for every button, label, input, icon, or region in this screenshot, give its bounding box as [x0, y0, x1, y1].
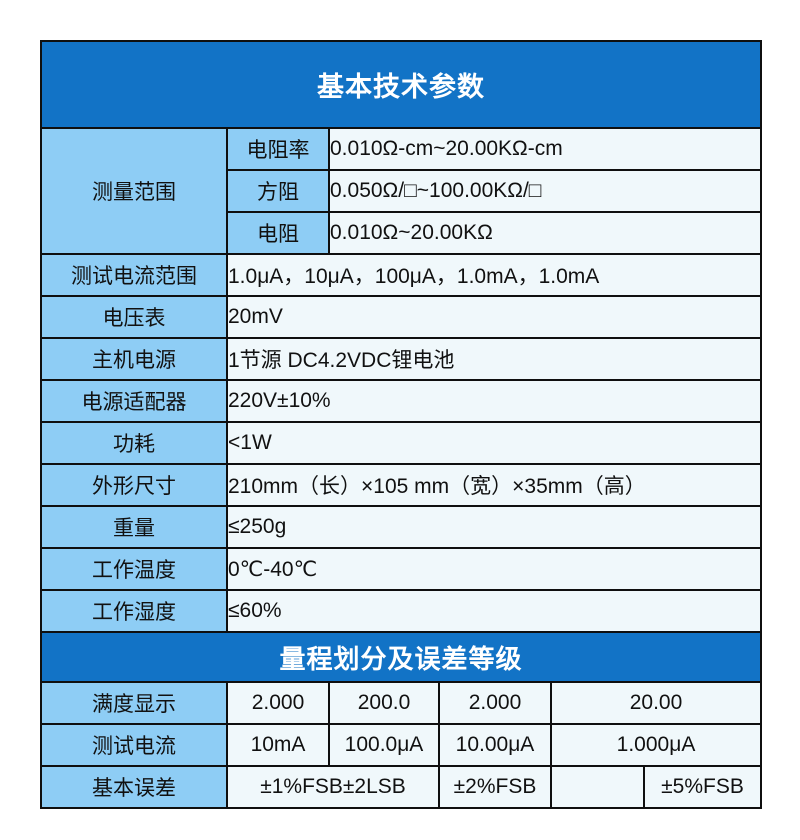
basic-error-value-2: ±2%FSB: [438, 765, 552, 809]
row-label-test-current-range: 测试电流范围: [40, 253, 228, 297]
specification-table: 基本技术参数 测量范围 电阻率 0.010Ω-cm~20.00KΩ-cm 方阻 …: [39, 40, 763, 809]
section-title-basic-specs: 基本技术参数: [39, 40, 763, 129]
table-row: 电压表 20mV: [40, 295, 763, 339]
value-resistance-range: 0.010Ω~20.00KΩ: [327, 211, 763, 255]
section-banner-row: 量程划分及误差等级: [39, 631, 763, 683]
value-operating-humidity: ≤60%: [225, 589, 763, 633]
table-row: 测量范围 电阻率 0.010Ω-cm~20.00KΩ-cm: [40, 127, 763, 255]
row-label-power-adapter: 电源适配器: [40, 379, 228, 423]
table-row: 基本误差 ±1%FSB±2LSB ±2%FSB ±5%FSB: [40, 765, 763, 809]
section-banner-row: 基本技术参数: [39, 40, 763, 129]
value-dimensions: 210mm（长）×105 mm（宽）×35mm（高）: [225, 463, 763, 507]
table-row: 电阻 0.010Ω~20.00KΩ: [41, 211, 763, 255]
row-label-test-current: 测试电流: [40, 723, 228, 767]
value-operating-temperature: 0℃-40℃: [225, 547, 763, 591]
table-row: 方阻 0.050Ω/□~100.00KΩ/□: [41, 169, 763, 213]
sub-label-sheet-resistance: 方阻: [226, 169, 330, 213]
row-label-full-scale-display: 满度显示: [40, 681, 228, 725]
table-row: 功耗 <1W: [40, 421, 763, 465]
row-label-operating-humidity: 工作湿度: [40, 589, 228, 633]
row-label-host-power: 主机电源: [40, 337, 228, 381]
value-power-adapter: 220V±10%: [225, 379, 763, 423]
table-row: 重量 ≤250g: [40, 505, 763, 549]
value-sheet-resistance-range: 0.050Ω/□~100.00KΩ/□: [327, 169, 763, 213]
test-current-value-2: 100.0μA: [328, 723, 440, 767]
table-row: 电源适配器 220V±10%: [40, 379, 763, 423]
basic-error-value-1: ±1%FSB±2LSB: [226, 765, 440, 809]
row-label-basic-error: 基本误差: [40, 765, 228, 809]
row-label-operating-temperature: 工作温度: [40, 547, 228, 591]
spec-sheet: 基本技术参数 测量范围 电阻率 0.010Ω-cm~20.00KΩ-cm 方阻 …: [39, 40, 763, 809]
row-label-weight: 重量: [40, 505, 228, 549]
value-weight: ≤250g: [225, 505, 763, 549]
row-label-dimensions: 外形尺寸: [40, 463, 228, 507]
full-scale-value-2: 200.0: [328, 681, 440, 725]
basic-error-value-4: ±5%FSB: [642, 765, 763, 809]
row-label-measurement-range: 测量范围: [40, 127, 228, 255]
test-current-value-1: 10mA: [226, 723, 330, 767]
section-title-range-and-error: 量程划分及误差等级: [39, 631, 763, 683]
value-power-consumption: <1W: [225, 421, 763, 465]
full-scale-value-3: 2.000: [438, 681, 552, 725]
table-row: 主机电源 1节源 DC4.2VDC锂电池: [40, 337, 763, 381]
value-host-power: 1节源 DC4.2VDC锂电池: [225, 337, 763, 381]
test-current-value-4: 1.000μA: [549, 723, 763, 767]
test-current-value-3: 10.00μA: [438, 723, 552, 767]
table-row: 工作温度 0℃-40℃: [40, 547, 763, 591]
row-label-voltmeter: 电压表: [40, 295, 228, 339]
table-row: 测试电流范围 1.0μA，10μA，100μA，1.0mA，1.0mA: [40, 253, 763, 297]
full-scale-value-1: 2.000: [226, 681, 330, 725]
row-label-power-consumption: 功耗: [40, 421, 228, 465]
sub-label-resistivity: 电阻率: [226, 127, 330, 171]
sub-label-resistance: 电阻: [226, 211, 330, 255]
table-row: 测试电流 10mA 100.0μA 10.00μA 1.000μA: [40, 723, 763, 767]
table-row: 工作湿度 ≤60%: [40, 589, 763, 633]
table-row: 外形尺寸 210mm（长）×105 mm（宽）×35mm（高）: [40, 463, 763, 507]
full-scale-value-4: 20.00: [549, 681, 763, 725]
table-row: 满度显示 2.000 200.0 2.000 20.00: [40, 681, 763, 725]
basic-error-value-3: [550, 765, 645, 809]
value-resistivity-range: 0.010Ω-cm~20.00KΩ-cm: [327, 127, 763, 171]
value-test-current-range: 1.0μA，10μA，100μA，1.0mA，1.0mA: [225, 253, 763, 297]
value-voltmeter: 20mV: [225, 295, 763, 339]
